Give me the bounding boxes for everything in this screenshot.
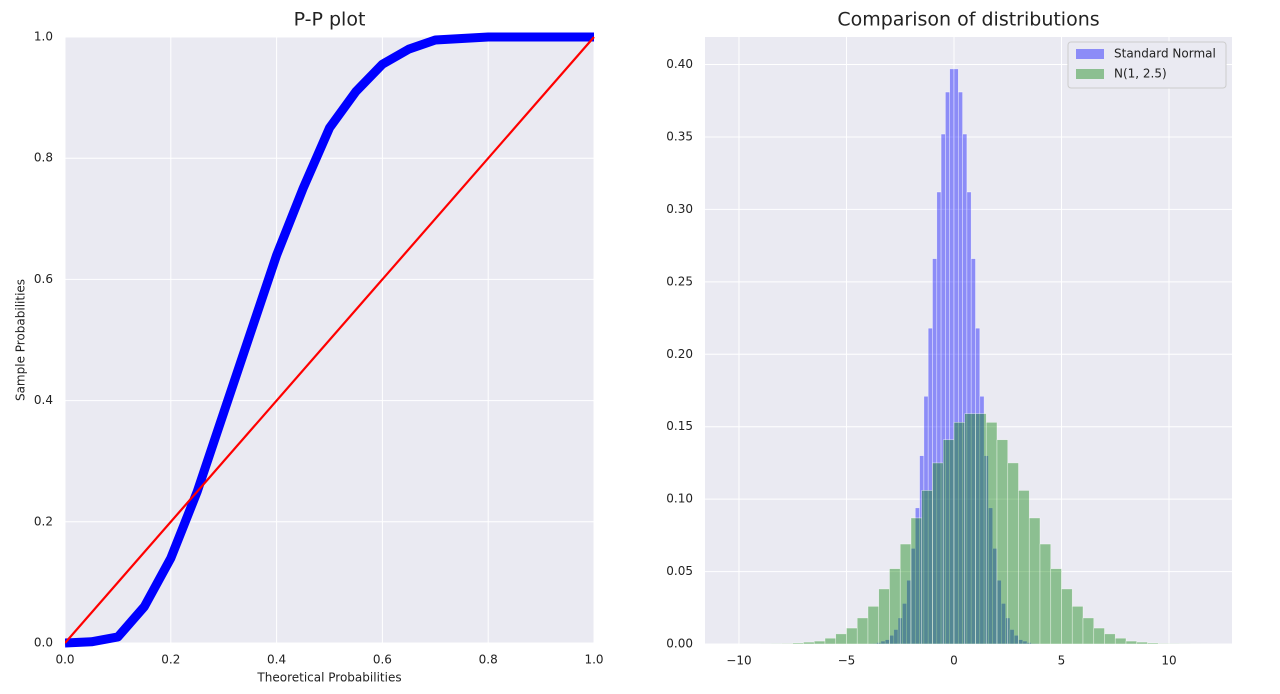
x-axis-label: Theoretical Probabilities bbox=[256, 671, 401, 685]
histogram-bar bbox=[1147, 643, 1158, 644]
y-tick-label: 0.8 bbox=[34, 151, 53, 165]
histogram-bar bbox=[1094, 628, 1105, 644]
x-tick-label: 0.6 bbox=[373, 653, 392, 667]
x-tick-label: 0.0 bbox=[55, 653, 74, 667]
histogram-bar bbox=[997, 440, 1008, 644]
histogram-bar bbox=[803, 642, 814, 644]
x-tick-label: 5 bbox=[1058, 654, 1066, 668]
x-tick-label: 0 bbox=[950, 654, 958, 668]
legend-swatch bbox=[1076, 49, 1104, 59]
histogram-bar bbox=[836, 634, 847, 644]
y-tick-label: 0.2 bbox=[34, 514, 53, 528]
y-tick-label: 0.00 bbox=[666, 637, 693, 651]
histogram-bar bbox=[943, 440, 954, 644]
histogram-bar bbox=[986, 422, 997, 644]
y-tick-label: 0.05 bbox=[666, 564, 693, 578]
histogram-bar bbox=[932, 463, 943, 644]
y-tick-label: 0.30 bbox=[666, 202, 693, 216]
histogram-bar bbox=[1008, 463, 1019, 644]
y-tick-label: 0.35 bbox=[666, 129, 693, 143]
legend-label: N(1, 2.5) bbox=[1114, 67, 1167, 81]
y-tick-label: 0.4 bbox=[34, 393, 53, 407]
histogram-bar bbox=[965, 414, 976, 644]
x-tick-label: −5 bbox=[838, 654, 856, 668]
histogram-bar bbox=[889, 569, 900, 644]
histogram-bar bbox=[1083, 618, 1094, 644]
histogram-bar bbox=[1126, 641, 1137, 644]
x-tick-label: 1.0 bbox=[584, 653, 603, 667]
histogram-bar bbox=[868, 606, 879, 644]
legend-swatch bbox=[1076, 69, 1104, 79]
y-tick-label: 0.20 bbox=[666, 347, 693, 361]
histogram-bar bbox=[846, 628, 857, 644]
histogram-bar bbox=[879, 589, 890, 644]
histogram-bar bbox=[814, 641, 825, 644]
histogram-bar bbox=[793, 643, 804, 644]
histogram-bar bbox=[1040, 544, 1051, 644]
histogram-bar bbox=[1104, 634, 1115, 644]
histogram-bar bbox=[975, 414, 986, 644]
x-tick-label: 0.4 bbox=[267, 653, 286, 667]
y-tick-label: 0.25 bbox=[666, 274, 693, 288]
y-tick-label: 0.0 bbox=[34, 636, 53, 650]
histogram-bar bbox=[911, 518, 922, 644]
histogram-bar bbox=[1072, 606, 1083, 644]
histogram-bar bbox=[900, 544, 911, 644]
x-tick-label: 0.8 bbox=[479, 653, 498, 667]
histogram-bar bbox=[1029, 518, 1040, 644]
x-tick-label: 0.2 bbox=[161, 653, 180, 667]
chart-title: P-P plot bbox=[294, 9, 366, 31]
histogram-bar bbox=[954, 422, 965, 644]
histogram-bar bbox=[1137, 642, 1148, 644]
legend-label: Standard Normal bbox=[1114, 47, 1216, 61]
chart-title: Comparison of distributions bbox=[837, 9, 1099, 31]
histogram-bar bbox=[1115, 638, 1126, 644]
y-axis-label: Sample Probabilities bbox=[14, 279, 28, 401]
histogram-bar bbox=[1018, 490, 1029, 644]
y-tick-label: 0.10 bbox=[666, 492, 693, 506]
histogram-bar bbox=[857, 618, 868, 644]
histogram-bar bbox=[1061, 589, 1072, 644]
y-tick-label: 0.15 bbox=[666, 419, 693, 433]
y-tick-label: 0.6 bbox=[34, 272, 53, 286]
y-tick-label: 0.40 bbox=[666, 57, 693, 71]
histogram-bar bbox=[825, 638, 836, 644]
x-tick-label: 10 bbox=[1161, 654, 1176, 668]
histogram-bar bbox=[922, 490, 933, 644]
x-tick-label: −10 bbox=[726, 654, 751, 668]
y-tick-label: 1.0 bbox=[34, 30, 53, 44]
histogram-bar bbox=[1051, 569, 1062, 644]
